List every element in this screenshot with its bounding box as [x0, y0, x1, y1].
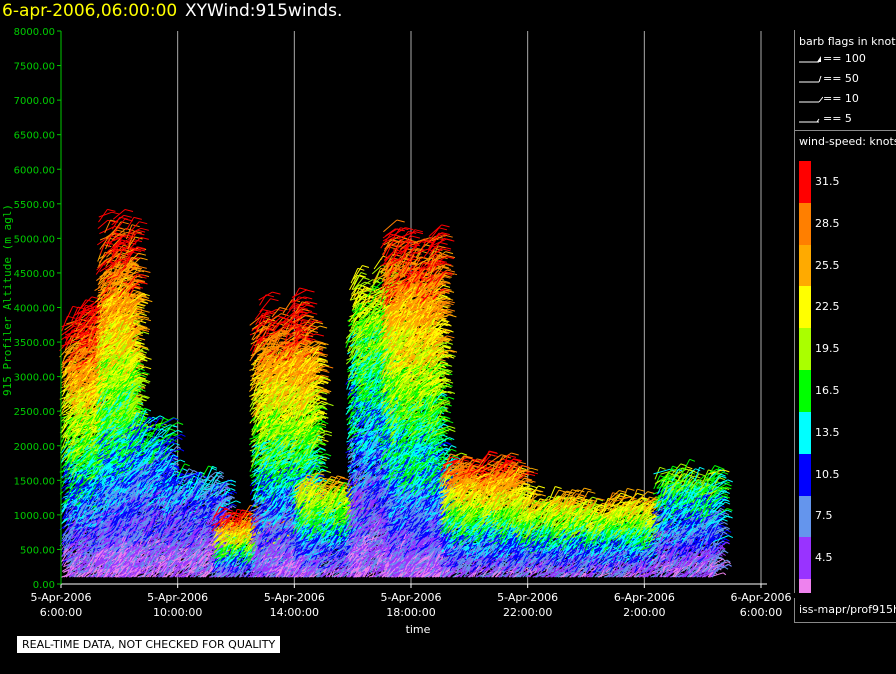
- wind-barb: [65, 306, 74, 321]
- wind-profile-chart: 5-Apr-20066:00:005-Apr-200610:00:005-Apr…: [1, 27, 792, 636]
- wind-barb: [67, 404, 81, 413]
- wind-barb: [69, 381, 75, 395]
- wind-barb: [71, 504, 82, 517]
- wind-barb: [60, 329, 76, 341]
- wind-barb: [63, 335, 77, 346]
- wind-barb: [68, 357, 84, 365]
- wind-barb: [62, 363, 73, 376]
- wind-barb: [60, 431, 68, 444]
- wind-barb: [61, 552, 71, 566]
- title-product: XYWind:915winds.: [185, 1, 342, 21]
- wind-barb-flag: [107, 208, 116, 212]
- wind-barb: [61, 351, 69, 364]
- wind-barb: [61, 359, 68, 372]
- wind-barb-flag: [67, 315, 76, 319]
- wind-barb-flag: [74, 322, 83, 326]
- wind-barb: [65, 329, 82, 336]
- wind-barb: [64, 360, 71, 373]
- wind-barb: [60, 448, 69, 464]
- wind-barb: [68, 346, 76, 360]
- wind-barb: [65, 500, 72, 515]
- wind-barb: [63, 461, 71, 476]
- wind-barb-flag: [111, 211, 121, 215]
- wind-barb: [64, 324, 76, 334]
- wind-barb: [64, 372, 77, 387]
- wind-barb: [64, 342, 78, 354]
- wind-barb: [65, 528, 71, 542]
- wind-barb: [67, 489, 79, 504]
- wind-barb: [67, 506, 75, 522]
- wind-barb: [68, 555, 77, 568]
- wind-barb: [60, 446, 70, 458]
- wind-barb: [69, 374, 79, 387]
- wind-barbs: [59, 208, 734, 578]
- wind-barb: [66, 427, 75, 443]
- wind-barb: [66, 464, 75, 477]
- wind-barb: [62, 354, 75, 364]
- wind-barb: [68, 392, 78, 408]
- title-date-time: 6-apr-2006,06:00:00: [2, 1, 177, 21]
- wind-barb: [69, 403, 79, 416]
